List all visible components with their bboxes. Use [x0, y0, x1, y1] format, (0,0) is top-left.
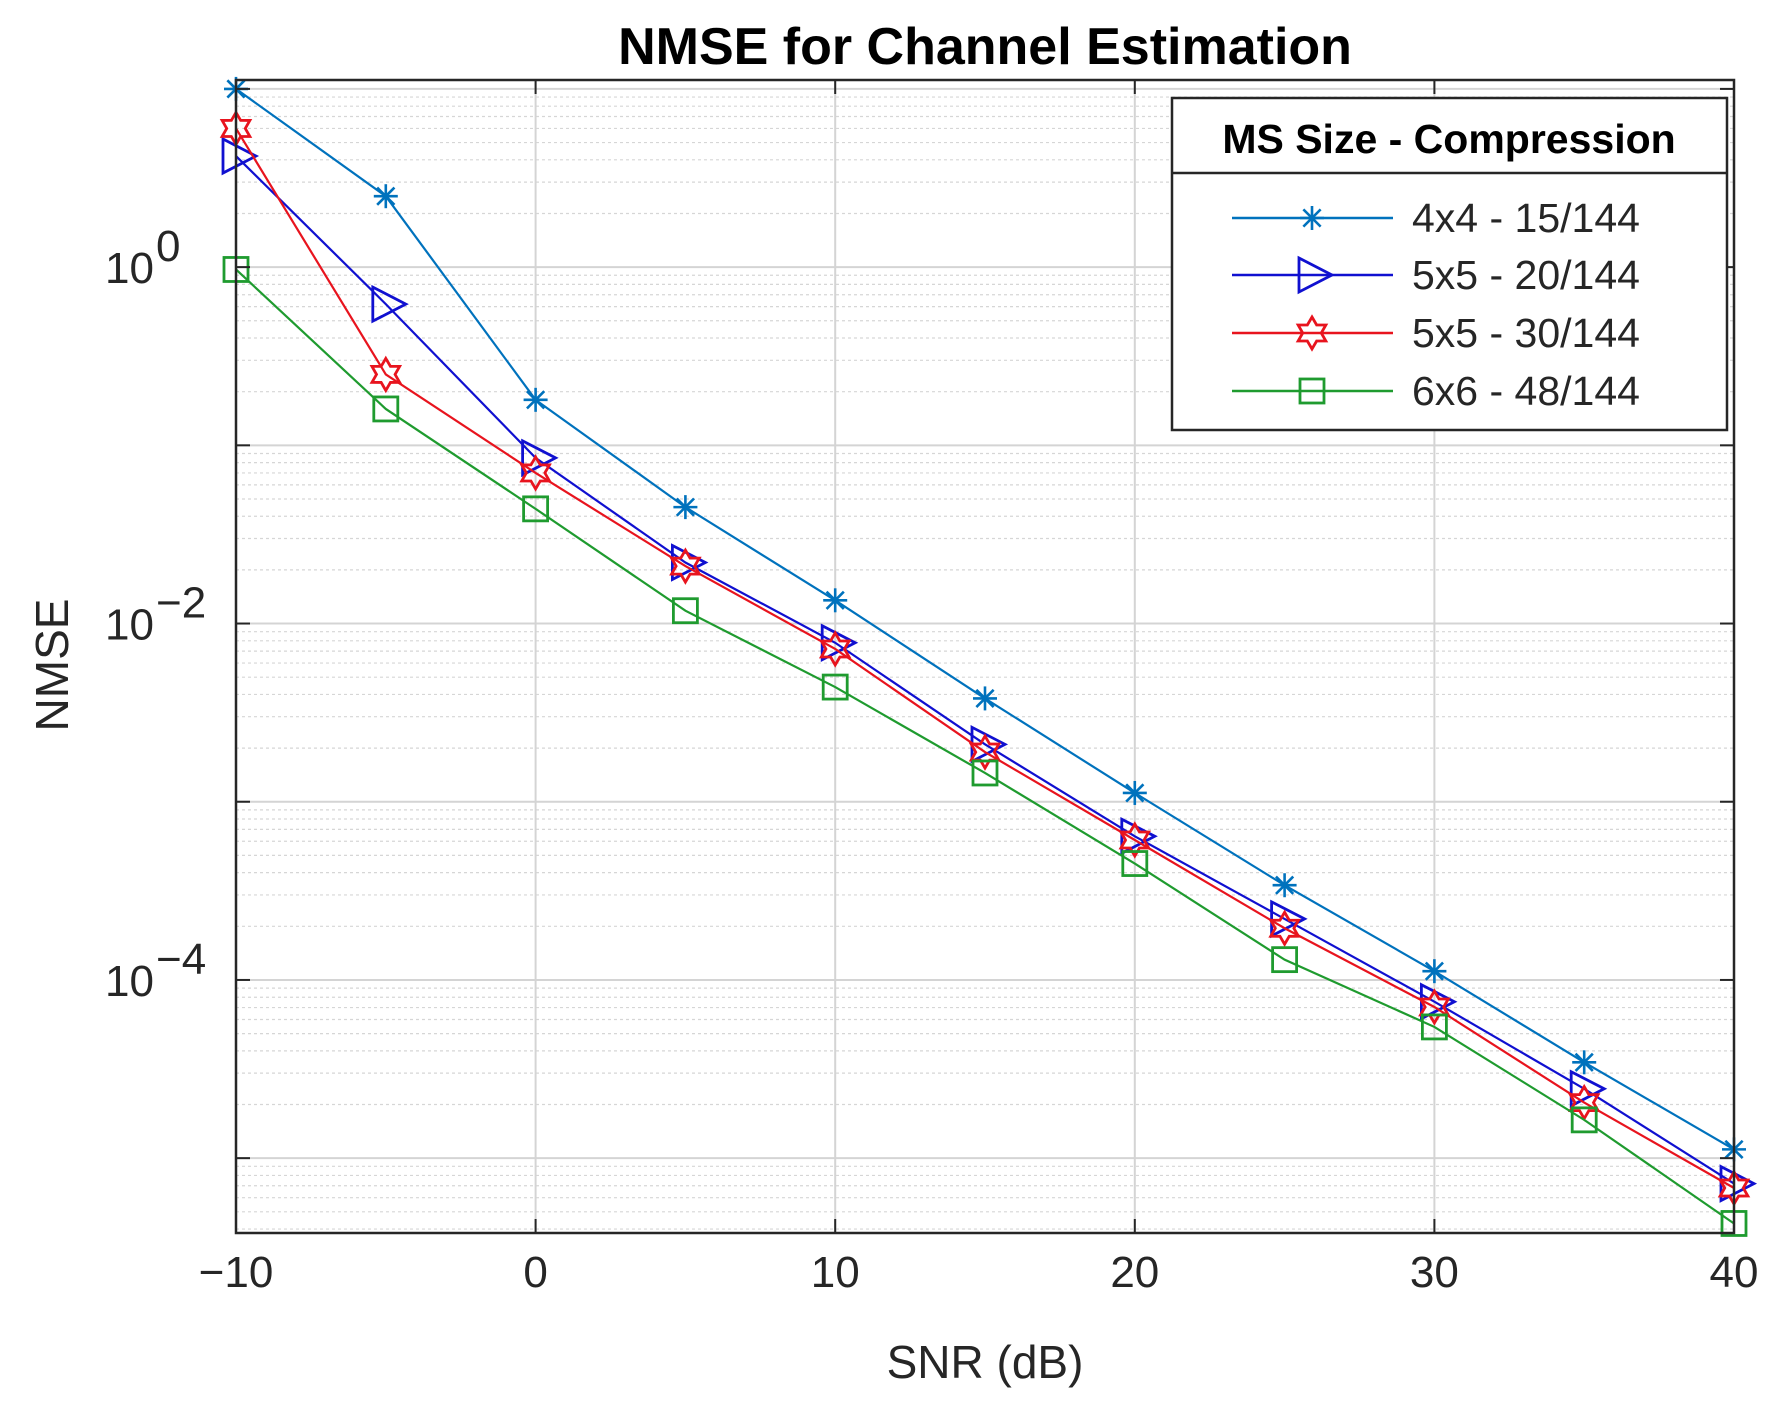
x-axis-label: SNR (dB) [887, 1336, 1084, 1388]
legend-label: 5x5 - 20/144 [1412, 252, 1640, 298]
y-tick-label: 10 −4 [105, 935, 206, 1006]
legend-marker [1297, 255, 1336, 295]
data-point [1122, 780, 1147, 805]
y-tick-label: 10 0 [105, 222, 180, 293]
data-point [1118, 821, 1152, 859]
data-point-stroke [825, 590, 845, 610]
legend-marker [1298, 377, 1326, 405]
legend-entry: 5x5 - 20/144 [1232, 252, 1640, 298]
y-axis-label: NMSE [26, 599, 78, 732]
x-tick-label: 10 [811, 1248, 860, 1297]
data-point-stroke [1275, 875, 1295, 895]
data-point [823, 588, 848, 613]
y-tick-exponent: −4 [156, 935, 206, 984]
x-tick-label: 0 [523, 1248, 547, 1297]
legend-label: 4x4 - 15/144 [1412, 195, 1640, 241]
data-point [372, 395, 400, 423]
legend-entry: 6x6 - 48/144 [1232, 368, 1640, 414]
data-point [672, 597, 699, 625]
data-point [519, 454, 552, 492]
series-line [235, 268, 1735, 1225]
major-grid [235, 80, 1735, 1233]
data-point [1121, 850, 1149, 877]
data-point [369, 355, 403, 394]
data-point-stroke [1574, 1052, 1594, 1072]
data-point [971, 759, 999, 787]
data-point [1569, 1069, 1608, 1109]
legend-entry: 4x4 - 15/144 [1232, 195, 1640, 241]
y-tick-exponent: −2 [156, 579, 206, 628]
data-point [373, 184, 398, 209]
data-point [968, 733, 1002, 771]
data-point [221, 136, 260, 176]
legend: MS Size - Compression 4x4 - 15/144 5x5 - … [1170, 96, 1729, 432]
data-point [1272, 873, 1297, 898]
data-point-stroke [975, 688, 995, 708]
series-4 [222, 256, 1748, 1237]
data-point [371, 284, 409, 324]
y-tick-base: 10 [105, 244, 154, 293]
data-point-stroke [376, 186, 396, 206]
chart-title: NMSE for Channel Estimation [618, 18, 1352, 76]
data-point [1271, 946, 1298, 974]
data-point [521, 438, 559, 478]
legend-label: 6x6 - 48/144 [1412, 368, 1640, 414]
y-tick-label: 10 −2 [105, 579, 206, 650]
x-tick-label: 20 [1110, 1248, 1159, 1297]
series-line [235, 127, 1735, 1189]
data-point [1422, 959, 1447, 984]
y-tick-exponent: 0 [156, 222, 180, 271]
data-point [523, 387, 548, 412]
data-point [821, 673, 849, 701]
legend-marker-stroke [1302, 208, 1322, 228]
data-point [673, 495, 698, 520]
data-point-stroke [1125, 783, 1145, 803]
data-point-stroke [526, 390, 546, 410]
data-point [818, 630, 852, 668]
data-point [522, 495, 549, 523]
legend-marker [1300, 206, 1324, 230]
legend-label: 5x5 - 30/144 [1412, 310, 1640, 356]
series-line [235, 155, 1735, 1185]
data-point [1572, 1050, 1597, 1075]
legend-marker [1295, 314, 1329, 352]
y-tick-base: 10 [105, 957, 154, 1006]
legend-entries: 4x4 - 15/144 5x5 - 20/144 5x5 - 30/144 6x6 … [1232, 195, 1640, 414]
x-tick-label: −10 [199, 1248, 274, 1297]
y-tick-base: 10 [105, 601, 154, 650]
x-tick-label: 40 [1710, 1248, 1759, 1297]
legend-title: MS Size - Compression [1222, 116, 1675, 162]
data-point-stroke [675, 497, 695, 517]
data-point [1418, 988, 1451, 1026]
data-point-stroke [1424, 961, 1444, 981]
plot-frame [234, 78, 1736, 1235]
data-point [973, 686, 997, 711]
legend-entry: 5x5 - 30/144 [1232, 310, 1640, 356]
x-tick-label: 30 [1410, 1248, 1459, 1297]
data-point [669, 547, 702, 585]
data-point [1421, 1013, 1448, 1041]
series-layer [219, 76, 1758, 1237]
data-point [1570, 1106, 1598, 1134]
legend-box [1170, 96, 1729, 432]
data-point [1268, 909, 1301, 948]
